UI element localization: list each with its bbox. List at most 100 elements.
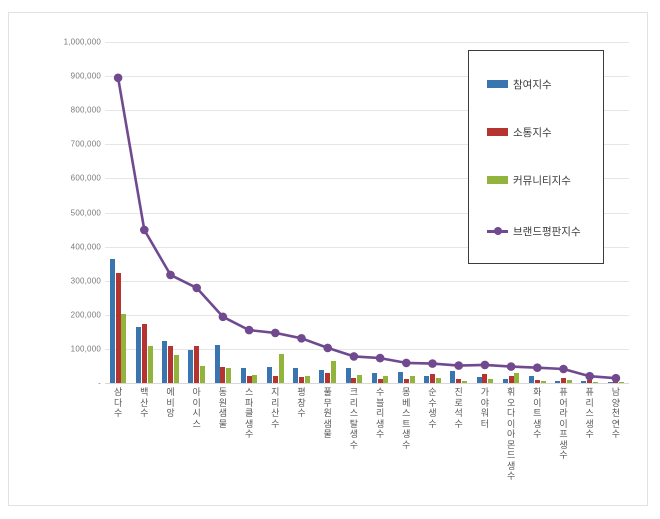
- x-axis-tick-label: 몽베스트생수: [402, 387, 411, 450]
- bar: [226, 368, 232, 383]
- legend-color-swatch: [487, 176, 508, 184]
- bar: [607, 381, 613, 383]
- line-marker: 백산수: 449,000: [140, 225, 149, 235]
- bar-series-layer: [9, 13, 649, 507]
- line-marker: 스파클생수: 155,000: [244, 325, 254, 335]
- bar: [534, 380, 540, 383]
- x-axis-tick-label: 휘오다이아몬드생수: [506, 387, 516, 481]
- bar: [476, 376, 482, 383]
- x-axis-tick-label: 동원샘물: [218, 387, 228, 429]
- bar: [555, 380, 561, 383]
- bar: [147, 345, 153, 383]
- line-marker: 풀무원샘물: 103,000: [323, 343, 333, 353]
- x-axis-tick-label: 퓨어라이프생수: [559, 387, 568, 460]
- bar: [482, 374, 488, 383]
- line-marker: 가야워터: 53,000: [480, 360, 490, 370]
- bar: [377, 378, 383, 383]
- bar: [592, 381, 599, 383]
- y-axis: - 100,000 200,000 300,000 400,000 500,000 600,…: [31, 13, 101, 507]
- legend-item[interactable]: 소통지수: [487, 125, 552, 139]
- bar: [246, 375, 252, 383]
- bar: [188, 349, 194, 383]
- x-axis-tick-label: 평창수: [297, 387, 306, 418]
- x-axis-tick-label: 크리스탈생수: [349, 387, 359, 450]
- bar: [560, 378, 567, 383]
- x-axis-tick-label: 지리산수: [271, 387, 280, 429]
- bar: [266, 366, 273, 383]
- legend-color-swatch: [487, 128, 508, 136]
- legend-color-swatch: [487, 80, 508, 88]
- bar: [304, 375, 310, 383]
- bar: [619, 381, 625, 383]
- line-marker: 휘오다이아몬드생수: 48,000: [506, 362, 516, 371]
- bar: [278, 353, 284, 383]
- bar: [220, 366, 226, 383]
- y-axis-tick-label: 200,000: [70, 310, 101, 320]
- line-marker: 에비앙: 317,000: [166, 270, 175, 280]
- bar: [351, 377, 357, 383]
- x-axis-tick-label: 아이시스: [192, 387, 201, 429]
- y-axis-tick-label: -: [98, 378, 101, 388]
- bar: [397, 372, 404, 383]
- bar: [173, 354, 179, 383]
- x-axis-tick-label: 에비앙: [166, 387, 175, 418]
- line-marker: 진로석수: 51,000: [454, 361, 464, 370]
- line-marker: 퓨리스생수: 20,000: [585, 371, 594, 381]
- y-axis-tick-label: 700,000: [70, 139, 101, 149]
- x-axis-tick-label: 진로석수: [454, 387, 463, 429]
- gridline: [105, 246, 629, 248]
- legend-item[interactable]: 참여지수: [487, 77, 552, 91]
- gridlines: [9, 13, 649, 507]
- x-axis-tick-label: 퓨리스생수: [585, 387, 594, 439]
- gridline: [105, 280, 629, 282]
- bar: [240, 368, 246, 383]
- plot-area: - 100,000 200,000 300,000 400,000 500,000 600,…: [9, 13, 649, 507]
- line-path: [116, 76, 618, 380]
- bar: [429, 374, 436, 383]
- legend-item[interactable]: 브랜드평판지수: [487, 224, 581, 238]
- y-axis-tick-label: 1,000,000: [63, 37, 101, 47]
- bar: [252, 375, 258, 383]
- line-series-layer: 삼다수: 895,000 백산수: 449,000 에비앙: 317,000 아이시스…: [113, 73, 621, 383]
- y-axis-tick-label: 900,000: [70, 71, 101, 81]
- legend-label: 브랜드평판지수: [513, 225, 581, 238]
- line-marker: 퓨어라이프생수: 41,000: [559, 364, 568, 374]
- bar: [514, 373, 520, 383]
- gridline: [105, 110, 629, 112]
- y-axis-tick-label: 800,000: [70, 105, 101, 115]
- bar: [293, 368, 299, 383]
- bar: [502, 378, 508, 383]
- bar: [325, 372, 331, 383]
- x-axis-tick-label: 화이트생수: [533, 387, 542, 439]
- bar: [162, 341, 168, 383]
- bar: [461, 380, 468, 383]
- legend-label: 참여지수: [513, 78, 552, 91]
- legend-item[interactable]: 커뮤니티지수: [487, 173, 571, 187]
- bar: [167, 346, 174, 383]
- line-marker: 동원샘물: 194,000: [218, 312, 228, 322]
- x-axis-tick-label: 풀무원샘물: [323, 387, 332, 439]
- bar: [566, 379, 572, 383]
- line-marker: 화이트생수: 45,000: [533, 363, 542, 373]
- bar: [357, 375, 363, 383]
- bar: [199, 365, 206, 383]
- y-axis-tick-label: 400,000: [70, 242, 101, 252]
- line-marker: 수블리생수: 73,000: [375, 353, 385, 363]
- chart-container: - 100,000 200,000 300,000 400,000 500,000 600,…: [8, 12, 648, 506]
- bar: [581, 381, 587, 383]
- bar: [508, 376, 514, 383]
- bar: [435, 377, 441, 383]
- bar: [330, 360, 337, 383]
- bar: [450, 371, 456, 383]
- bar: [121, 314, 127, 383]
- line-marker: 크리스탈생수: 78,000: [349, 352, 359, 361]
- gridline: [105, 76, 629, 78]
- line-marker: 순수생수: 57,000: [428, 359, 437, 368]
- legend-label: 소통지수: [513, 126, 552, 139]
- bar: [194, 345, 200, 383]
- bar: [540, 380, 546, 383]
- legend-label: 커뮤니티지수: [513, 174, 571, 187]
- bar: [115, 273, 121, 383]
- y-axis-tick-label: 100,000: [70, 344, 101, 354]
- line-marker: 삼다수: 895,000: [113, 73, 123, 83]
